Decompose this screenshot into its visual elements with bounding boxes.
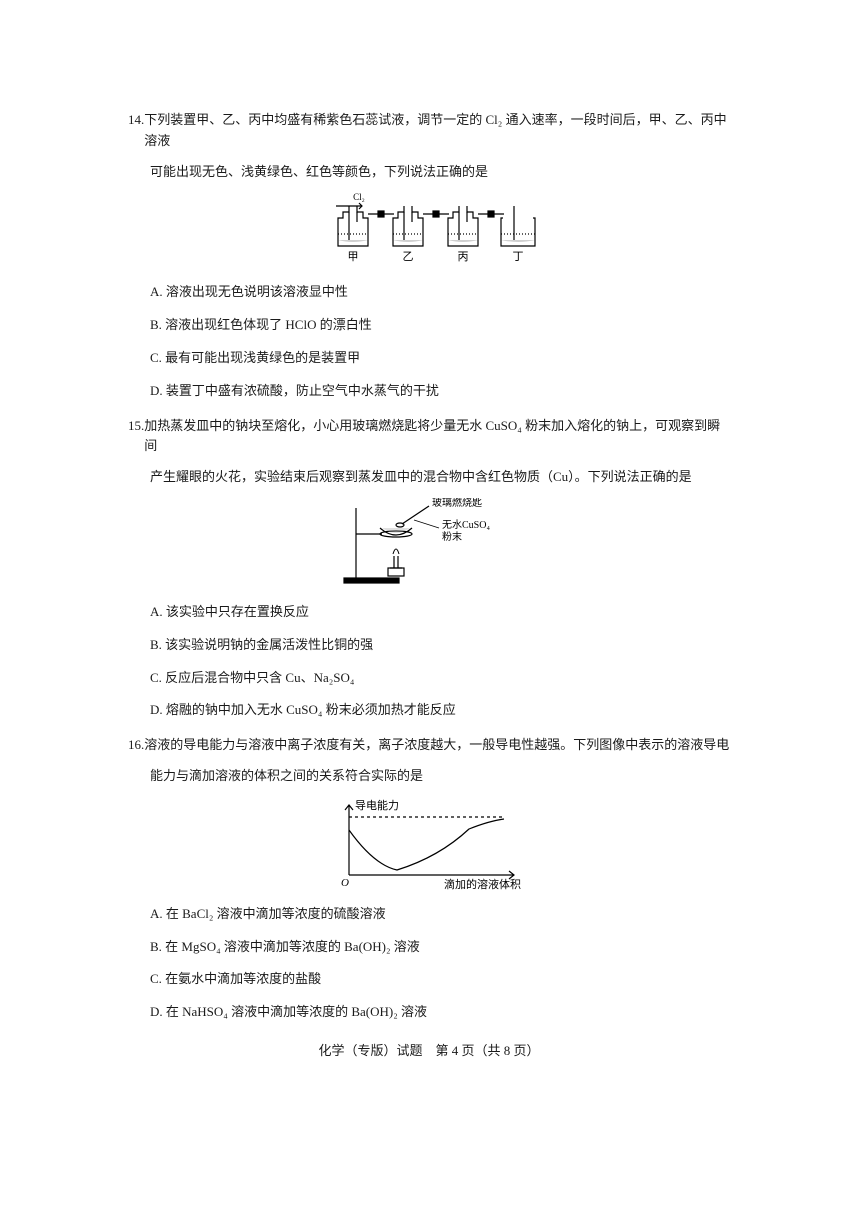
gas-washing-apparatus-icon: Cl₂ [304,192,554,270]
q15-figure: 玻璃燃烧匙 无水CuSO₄ 粉末 [128,498,730,590]
q15-text2: 产生耀眼的火花，实验结束后观察到蒸发皿中的混合物中含红色物质（Cu）。下列说法正… [150,467,730,488]
heating-apparatus-icon: 玻璃燃烧匙 无水CuSO₄ 粉末 [334,498,524,590]
q15-text1: 加热蒸发皿中的钠块至熔化，小心用玻璃燃烧匙将少量无水 CuSO₄ 粉末加入熔化的… [144,416,730,458]
svg-text:O: O [341,877,349,889]
q15-option-a: A. 该实验中只存在置换反应 [150,602,730,623]
svg-text:丙: 丙 [458,251,469,263]
q15-stem-line1: 15. 加热蒸发皿中的钠块至熔化，小心用玻璃燃烧匙将少量无水 CuSO₄ 粉末加… [128,416,730,458]
svg-text:玻璃燃烧匙: 玻璃燃烧匙 [432,498,482,509]
q14-option-c: C. 最有可能出现浅黄绿色的是装置甲 [150,348,730,369]
svg-text:Cl₂: Cl₂ [353,192,365,202]
svg-text:乙: 乙 [403,250,414,263]
q16-text1: 溶液的导电能力与溶液中离子浓度有关，离子浓度越大，一般导电性越强。下列图像中表示… [144,735,730,756]
question-15: 15. 加热蒸发皿中的钠块至熔化，小心用玻璃燃烧匙将少量无水 CuSO₄ 粉末加… [128,416,730,722]
q15-option-b: B. 该实验说明钠的金属活泼性比铜的强 [150,635,730,656]
q14-text2: 可能出现无色、浅黄绿色、红色等颜色，下列说法正确的是 [150,162,730,183]
svg-text:导电能力: 导电能力 [355,798,399,812]
q16-text2: 能力与滴加溶液的体积之间的关系符合实际的是 [150,766,730,787]
q14-option-a: A. 溶液出现无色说明该溶液显中性 [150,282,730,303]
q14-option-b: B. 溶液出现红色体现了 HClO 的漂白性 [150,315,730,336]
q14-text1: 下列装置甲、乙、丙中均盛有稀紫色石蕊试液，调节一定的 Cl₂ 通入速率，一段时间… [144,110,730,152]
q14-figure: Cl₂ [128,192,730,270]
q16-stem-line1: 16. 溶液的导电能力与溶液中离子浓度有关，离子浓度越大，一般导电性越强。下列图… [128,735,730,756]
q14-option-d: D. 装置丁中盛有浓硫酸，防止空气中水蒸气的干扰 [150,381,730,402]
page-footer: 化学（专版）试题 第 4 页（共 8 页） [128,1041,730,1062]
q16-option-d: D. 在 NaHSO₄ 溶液中滴加等浓度的 Ba(OH)₂ 溶液 [150,1002,730,1023]
q15-option-c: C. 反应后混合物中只含 Cu、Na₂SO₄ [150,668,730,689]
svg-text:甲: 甲 [348,251,359,263]
q16-option-a: A. 在 BaCl₂ 溶液中滴加等浓度的硫酸溶液 [150,904,730,925]
question-16: 16. 溶液的导电能力与溶液中离子浓度有关，离子浓度越大，一般导电性越强。下列图… [128,735,730,1023]
question-14: 14. 下列装置甲、乙、丙中均盛有稀紫色石蕊试液，调节一定的 Cl₂ 通入速率，… [128,110,730,402]
q14-stem-line1: 14. 下列装置甲、乙、丙中均盛有稀紫色石蕊试液，调节一定的 Cl₂ 通入速率，… [128,110,730,152]
q15-option-d: D. 熔融的钠中加入无水 CuSO₄ 粉末必须加热才能反应 [150,700,730,721]
svg-text:滴加的溶液体积: 滴加的溶液体积 [444,877,521,891]
conductivity-graph-icon: 导电能力 O 滴加的溶液体积 [319,797,539,892]
svg-text:丁: 丁 [513,251,524,263]
q15-number: 15. [128,416,144,458]
q16-option-b: B. 在 MgSO₄ 溶液中滴加等浓度的 Ba(OH)₂ 溶液 [150,937,730,958]
q16-figure: 导电能力 O 滴加的溶液体积 [128,797,730,892]
q16-option-c: C. 在氨水中滴加等浓度的盐酸 [150,969,730,990]
svg-text:粉末: 粉末 [442,530,462,543]
q16-number: 16. [128,735,144,756]
q14-number: 14. [128,110,144,152]
svg-text:无水CuSO₄: 无水CuSO₄ [442,519,490,531]
